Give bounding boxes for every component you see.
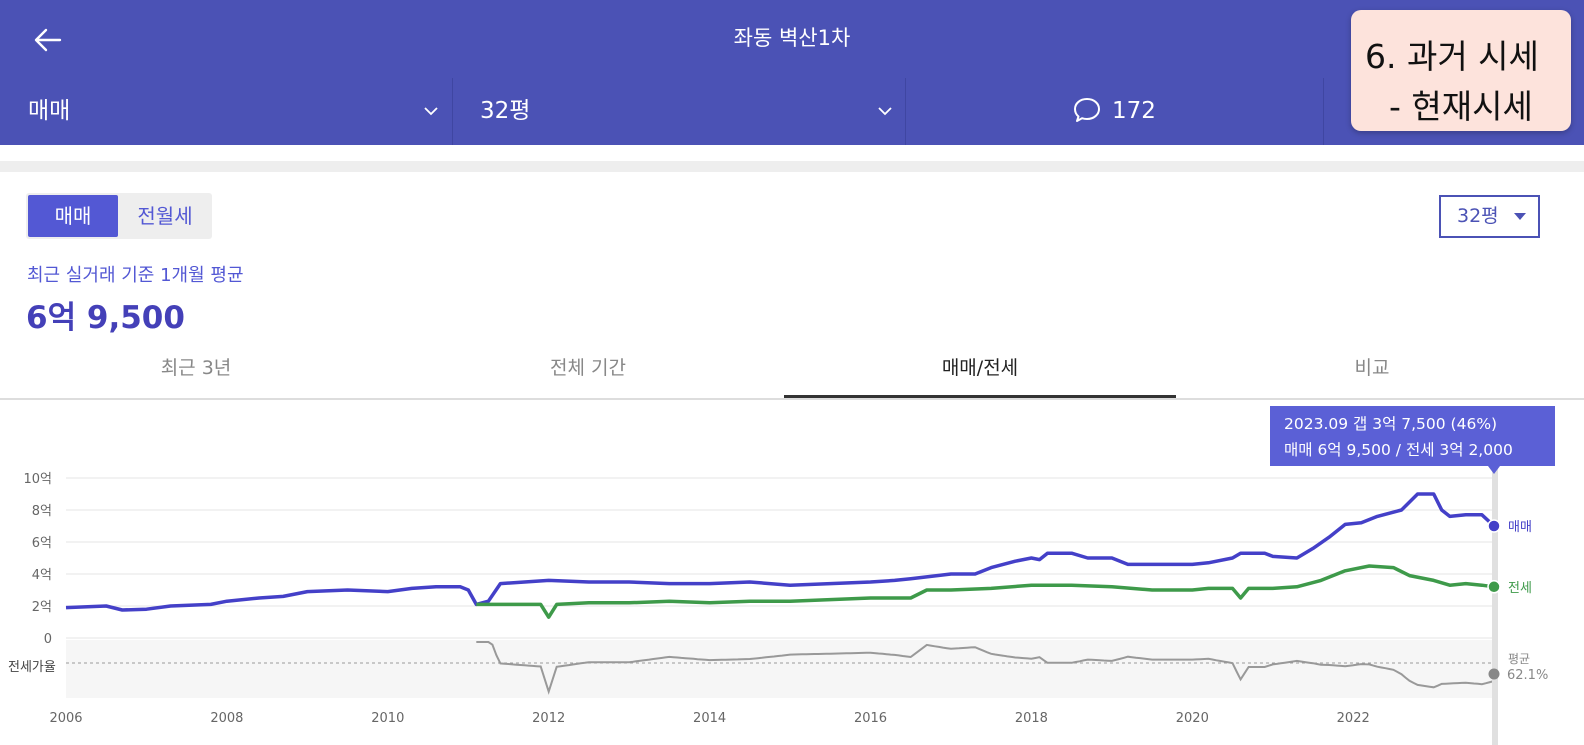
deal-type-value: 매매 — [28, 98, 71, 124]
ratio-band — [66, 640, 1496, 698]
legend-sale: 매매 — [1508, 520, 1532, 535]
average-price: 6억 9,500 — [26, 300, 185, 336]
tooltip-pointer — [1488, 466, 1500, 474]
x-tick-label: 2008 — [210, 711, 243, 726]
tab-sale-jeonse[interactable]: 매매/전세 — [784, 340, 1176, 398]
x-tick-label: 2018 — [1015, 711, 1048, 726]
x-tick-label: 2006 — [49, 711, 82, 726]
tooltip-line-1: 2023.09 갭 3억 7,500 (46%) — [1284, 415, 1497, 433]
sale-series-line — [65, 492, 1496, 612]
jeonse-end-point — [1487, 580, 1501, 594]
chevron-down-icon — [878, 107, 892, 116]
divider — [1323, 78, 1324, 145]
y-tick-label: 6억 — [32, 536, 52, 551]
y-tick-label: 0 — [44, 632, 52, 647]
chevron-down-icon — [424, 107, 438, 116]
cursor-line — [1492, 462, 1498, 745]
jeonse-series-line — [476, 564, 1495, 619]
filter-bar: 매매 32평 172 — [0, 78, 1584, 145]
x-tick-label: 2014 — [693, 711, 726, 726]
page-title: 좌동 벽산1차 — [733, 26, 851, 50]
x-tick-label: 2012 — [532, 711, 565, 726]
divider — [452, 78, 453, 145]
x-tick-label: 2010 — [371, 711, 404, 726]
ratio-label: 전세가율 — [8, 660, 56, 675]
deal-type-toggle: 매매 전월세 — [26, 193, 212, 239]
caret-down-icon — [1514, 213, 1526, 220]
size-select[interactable]: 32평 — [1439, 195, 1540, 238]
note-line-1: 6. 과거 시세 — [1365, 37, 1539, 76]
chart-tooltip — [1270, 406, 1555, 466]
x-tick-label: 2020 — [1176, 711, 1209, 726]
ratio-series-line — [476, 641, 1495, 695]
price-subtitle: 최근 실거래 기준 1개월 평균 — [27, 265, 244, 286]
top-bar: 좌동 벽산1차 — [0, 0, 1584, 78]
comments-button[interactable]: 172 — [1072, 78, 1212, 145]
y-tick-label: 10억 — [23, 472, 52, 487]
annotation-note: 6. 과거 시세 - 현재시세 — [1351, 10, 1571, 131]
arrow-left-icon[interactable] — [30, 22, 66, 58]
deal-type-dropdown[interactable]: 매매 — [28, 78, 448, 145]
legend-jeonse: 전세 — [1508, 581, 1532, 596]
ratio-avg-label: 평균 — [1508, 652, 1530, 666]
tooltip-line-2: 매매 6억 9,500 / 전세 3억 2,000 — [1284, 441, 1513, 459]
toggle-rent[interactable]: 전월세 — [137, 204, 193, 228]
price-chart[interactable]: 10억 8억 6억 4억 2억 0 2006 2008 2010 2012 2014 2016 201… — [0, 400, 1584, 745]
size-select-value: 32평 — [1457, 205, 1499, 227]
y-tick-label: 8억 — [32, 504, 52, 519]
period-tabs: 최근 3년 전체 기간 매매/전세 비교 — [0, 340, 1584, 400]
ratio-avg-value: 62.1% — [1507, 668, 1548, 683]
ratio-end-point — [1488, 668, 1500, 680]
size-value: 32평 — [480, 98, 531, 124]
toggle-sale[interactable]: 매매 — [28, 195, 118, 237]
section-separator — [0, 161, 1584, 172]
size-dropdown[interactable]: 32평 — [480, 78, 900, 145]
comment-count: 172 — [1112, 98, 1156, 124]
divider — [905, 78, 906, 145]
x-tick-label: 2022 — [1337, 711, 1370, 726]
y-tick-label: 4억 — [32, 568, 52, 583]
tab-recent-3-years[interactable]: 최근 3년 — [160, 357, 232, 379]
tab-all-period[interactable]: 전체 기간 — [550, 357, 626, 379]
tab-compare[interactable]: 비교 — [1354, 357, 1390, 379]
sale-end-point — [1487, 519, 1501, 533]
note-line-2: - 현재시세 — [1389, 87, 1533, 126]
x-tick-label: 2016 — [854, 711, 887, 726]
y-tick-label: 2억 — [32, 600, 52, 615]
speech-bubble-icon — [1074, 98, 1100, 122]
